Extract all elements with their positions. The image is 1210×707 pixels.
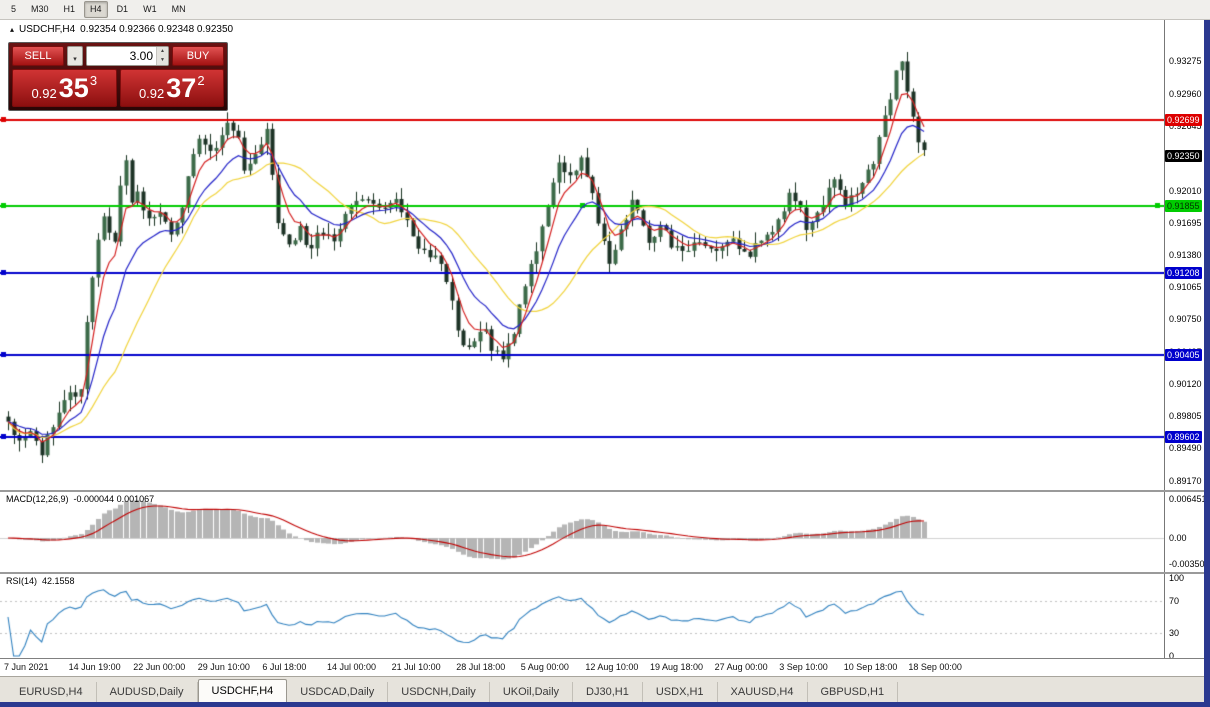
timeframe-button-w1[interactable]: W1 xyxy=(143,4,157,14)
macd-values: -0.000044 0.001067 xyxy=(73,494,155,504)
sell-price-sup: 3 xyxy=(89,73,98,88)
rsi-name: RSI(14) xyxy=(6,576,38,586)
price-axis-label: 0.00 xyxy=(1169,533,1187,543)
sell-price-pips: 35 xyxy=(58,73,89,103)
buy-price-button[interactable]: 0.92 37 2 xyxy=(119,69,224,107)
one-click-trading-panel: SELL ▾ ▲ ▼ BUY 0.92 35 3 0.92 37 2 xyxy=(8,42,228,111)
buy-price-sup: 2 xyxy=(197,73,205,88)
price-axis-label: 0.91380 xyxy=(1169,250,1202,260)
timeframe-button-h1[interactable]: H1 xyxy=(63,4,76,14)
volume-stepper: ▲ ▼ xyxy=(86,46,169,66)
time-axis-separator xyxy=(0,658,1204,659)
price-axis-label: 0 xyxy=(1169,651,1175,661)
price-axis-label: 0.006451 xyxy=(1169,494,1207,504)
timeframe-toolbar: 5 M30 H1 H4 D1 W1 MN xyxy=(0,0,1210,20)
chart-symbol-period: USDCHF,H4 xyxy=(19,24,76,35)
rsi-value: 42.1558 xyxy=(42,576,75,586)
macd-panel-separator[interactable] xyxy=(0,490,1204,492)
chart-tab-bar: EURUSD,H4 AUDUSD,Daily USDCHF,H4 USDCAD,Dai… xyxy=(0,676,1204,702)
time-axis-label: 6 Jul 18:00 xyxy=(262,662,307,672)
price-axis-label: 100 xyxy=(1169,573,1185,583)
current-price-tag: 0.92350 xyxy=(1165,149,1202,162)
spinner-down-icon: ▼ xyxy=(160,57,165,63)
timeframe-button-m30[interactable]: M30 xyxy=(31,4,49,14)
tab-xauusd-h4[interactable]: XAUUSD,H4 xyxy=(718,682,808,702)
time-axis-label: 21 Jul 10:00 xyxy=(391,662,441,672)
price-axis-label: 30 xyxy=(1169,627,1180,638)
chevron-down-icon: ▾ xyxy=(73,55,77,63)
buy-price-pips: 37 xyxy=(166,73,197,103)
price-axis-label: 0.91695 xyxy=(1169,217,1202,228)
price-axis-label: 0.89170 xyxy=(1169,475,1202,486)
volume-dropdown-button[interactable]: ▾ xyxy=(67,46,83,66)
tab-usdx-h1[interactable]: USDX,H1 xyxy=(643,682,718,702)
timeframe-button-5[interactable]: 5 xyxy=(11,4,17,14)
tab-ukoil-daily[interactable]: UKOil,Daily xyxy=(490,682,574,702)
time-axis-label: 14 Jun 19:00 xyxy=(68,662,121,672)
volume-decrease-button[interactable]: ▼ xyxy=(157,56,168,65)
chart-ohlc-title: ▴ USDCHF,H4 0.92354 0.92366 0.92348 0.92… xyxy=(10,24,233,35)
time-axis-label: 3 Sep 10:00 xyxy=(779,662,828,672)
buy-button[interactable]: BUY xyxy=(172,46,224,66)
price-axis-label: 0.89490 xyxy=(1169,443,1202,454)
level-price-tag: 0.89602 xyxy=(1165,430,1202,443)
volume-increase-button[interactable]: ▲ xyxy=(157,47,168,56)
spinner-up-icon: ▲ xyxy=(160,48,165,54)
chart-canvas[interactable] xyxy=(0,20,1164,658)
timeframe-button-mn[interactable]: MN xyxy=(171,4,186,14)
rsi-indicator-label: RSI(14) 42.1558 xyxy=(6,576,75,586)
tab-usdcnh-daily[interactable]: USDCNH,Daily xyxy=(388,682,490,702)
sell-price-button[interactable]: 0.92 35 3 xyxy=(12,69,117,107)
tab-audusd-daily[interactable]: AUDUSD,Daily xyxy=(97,682,198,702)
buy-price-base: 0.92 xyxy=(138,86,165,101)
time-axis-label: 12 Aug 10:00 xyxy=(585,662,639,672)
window-frame-right xyxy=(1204,20,1210,707)
level-price-tag: 0.92699 xyxy=(1165,114,1202,127)
time-axis-label: 7 Jun 2021 xyxy=(4,662,49,672)
price-axis-label: 0.89805 xyxy=(1169,410,1202,421)
time-axis-label: 28 Jul 18:00 xyxy=(456,662,506,672)
price-axis-label: -0.003507 xyxy=(1169,559,1210,569)
volume-input[interactable] xyxy=(87,47,156,65)
tab-usdcad-daily[interactable]: USDCAD,Daily xyxy=(287,682,389,702)
price-axis-label: 0.93275 xyxy=(1169,56,1202,67)
tab-dj30-h1[interactable]: DJ30,H1 xyxy=(573,682,643,702)
time-axis-label: 22 Jun 00:00 xyxy=(133,662,186,672)
time-axis-label: 14 Jul 00:00 xyxy=(327,662,377,672)
price-axis-label: 0.90120 xyxy=(1169,378,1202,389)
time-axis[interactable]: 7 Jun 2021 14 Jun 19:00 22 Jun 00:00 29 Jun… xyxy=(0,660,1164,675)
time-axis-label: 18 Sep 00:00 xyxy=(908,662,962,672)
price-axis-label: 0.92960 xyxy=(1169,88,1202,99)
price-axis-label: 0.91065 xyxy=(1169,282,1202,293)
level-price-tag: 0.91855 xyxy=(1165,200,1202,213)
rsi-panel-separator[interactable] xyxy=(0,572,1204,574)
level-price-tag: 0.91208 xyxy=(1165,266,1202,279)
tab-usdchf-h4[interactable]: USDCHF,H4 xyxy=(197,679,288,702)
chart-ohlc-values: 0.92354 0.92366 0.92348 0.92350 xyxy=(80,24,234,35)
time-axis-label: 29 Jun 10:00 xyxy=(197,662,250,672)
price-axis-label: 0.92010 xyxy=(1169,185,1202,196)
time-axis-label: 19 Aug 18:00 xyxy=(650,662,704,672)
window-frame-bottom xyxy=(0,702,1210,707)
macd-name: MACD(12,26,9) xyxy=(6,494,69,504)
timeframe-button-h4[interactable]: H4 xyxy=(84,1,108,18)
sell-price-base: 0.92 xyxy=(31,86,57,101)
one-click-collapse-icon[interactable]: ▴ xyxy=(10,25,15,34)
price-axis[interactable]: 0.932750.929600.926450.923300.920100.916… xyxy=(1164,20,1210,661)
timeframe-button-d1[interactable]: D1 xyxy=(116,4,129,14)
tab-eurusd-h4[interactable]: EURUSD,H4 xyxy=(6,682,97,702)
time-axis-label: 5 Aug 00:00 xyxy=(520,662,569,672)
tab-gbpusd-h1[interactable]: GBPUSD,H1 xyxy=(808,682,899,702)
time-axis-label: 10 Sep 18:00 xyxy=(843,662,898,672)
sell-button[interactable]: SELL xyxy=(12,46,64,66)
price-axis-label: 0.90750 xyxy=(1169,314,1202,325)
time-axis-label: 27 Aug 00:00 xyxy=(714,662,768,672)
price-axis-label: 70 xyxy=(1169,596,1180,607)
macd-indicator-label: MACD(12,26,9) -0.000044 0.001067 xyxy=(6,494,154,504)
level-price-tag: 0.90405 xyxy=(1165,348,1202,361)
